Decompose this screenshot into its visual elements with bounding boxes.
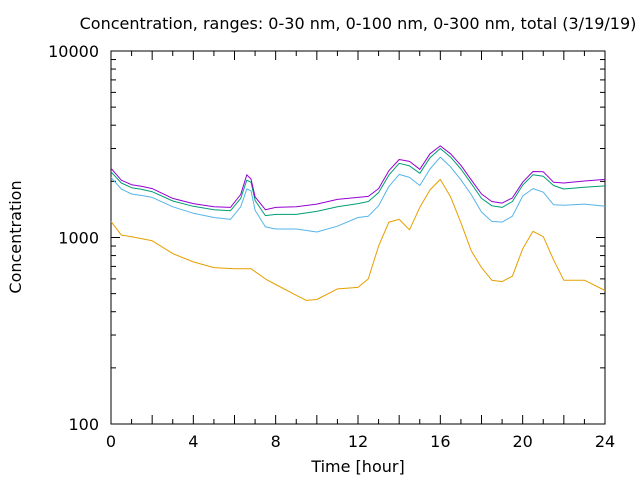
plot-frame (110, 50, 606, 425)
series-line-1 (110, 178, 606, 301)
chart-title: Concentration, ranges: 0-30 nm, 0-100 nm… (80, 14, 637, 33)
axis-ticks: 0 4 8 12 16 20 24 100 1000 10000 (48, 42, 615, 451)
x-tick-label: 0 (106, 432, 116, 451)
series-line-3 (110, 148, 606, 217)
x-tick-label: 24 (595, 432, 615, 451)
series-line-2 (110, 156, 606, 233)
series-group (110, 145, 606, 301)
x-axis-label: Time [hour] (310, 457, 404, 476)
x-tick-label: 20 (512, 432, 532, 451)
y-tick-label: 1000 (58, 229, 99, 248)
series-line-4 (110, 145, 606, 211)
x-tick-label: 16 (430, 432, 450, 451)
x-tick-label: 8 (271, 432, 281, 451)
y-axis-label: Concentration (6, 180, 25, 293)
y-tick-label: 100 (68, 415, 99, 434)
x-tick-label: 4 (188, 432, 198, 451)
x-tick-label: 12 (348, 432, 368, 451)
y-tick-label: 10000 (48, 42, 99, 61)
